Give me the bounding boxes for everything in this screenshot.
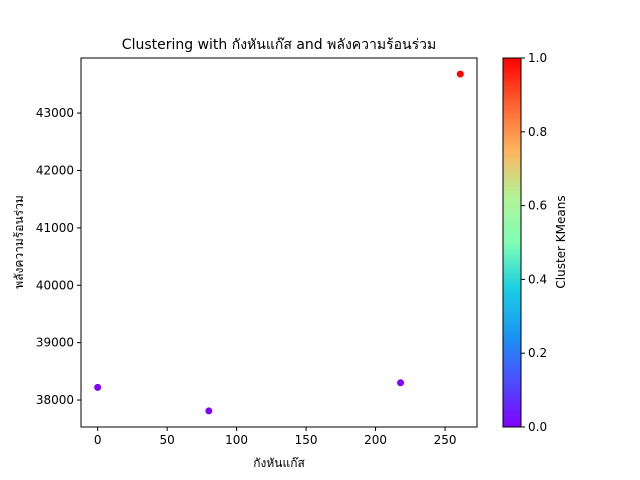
x-tick-label: 250 bbox=[434, 433, 457, 447]
y-tick-label: 40000 bbox=[36, 278, 74, 292]
y-tick-label: 38000 bbox=[36, 393, 74, 407]
x-tick-label: 150 bbox=[295, 433, 318, 447]
y-tick-label: 43000 bbox=[36, 106, 74, 120]
y-axis-label: พลังความร้อนร่วม bbox=[12, 195, 26, 289]
colorbar-tick-label: 0.6 bbox=[528, 199, 547, 213]
y-tick-label: 42000 bbox=[36, 163, 74, 177]
plot-area bbox=[80, 57, 478, 428]
colorbar-tick-label: 0.4 bbox=[528, 272, 547, 286]
chart-title: Clustering with กังหันแก๊ส and พลังความร… bbox=[122, 37, 436, 53]
x-tick-label: 200 bbox=[364, 433, 387, 447]
data-point bbox=[205, 407, 213, 415]
x-tick-label: 0 bbox=[94, 433, 102, 447]
colorbar bbox=[502, 57, 522, 428]
x-tick-label: 100 bbox=[225, 433, 248, 447]
colorbar-ticks: 0.0 0.2 0.4 0.6 0.8 1.0 bbox=[521, 51, 547, 434]
data-point bbox=[94, 383, 102, 391]
colorbar-label: Cluster KMeans bbox=[554, 195, 568, 288]
colorbar-tick-label: 0.8 bbox=[528, 125, 547, 139]
colorbar-tick-label: 0.2 bbox=[528, 346, 547, 360]
colorbar-tick-label: 1.0 bbox=[528, 51, 547, 65]
data-point bbox=[456, 70, 464, 78]
scatter-points bbox=[94, 70, 464, 415]
y-tick-label: 39000 bbox=[36, 336, 74, 350]
data-point bbox=[397, 379, 405, 387]
y-tick-label: 41000 bbox=[36, 221, 74, 235]
x-tick-label: 50 bbox=[160, 433, 175, 447]
y-axis-ticks: 38000 39000 40000 41000 42000 43000 bbox=[36, 106, 81, 407]
colorbar-tick-label: 0.0 bbox=[528, 420, 547, 434]
x-axis-label: กังหันแก๊ส bbox=[253, 456, 305, 470]
x-axis-ticks: 0 50 100 150 200 250 bbox=[94, 427, 457, 447]
